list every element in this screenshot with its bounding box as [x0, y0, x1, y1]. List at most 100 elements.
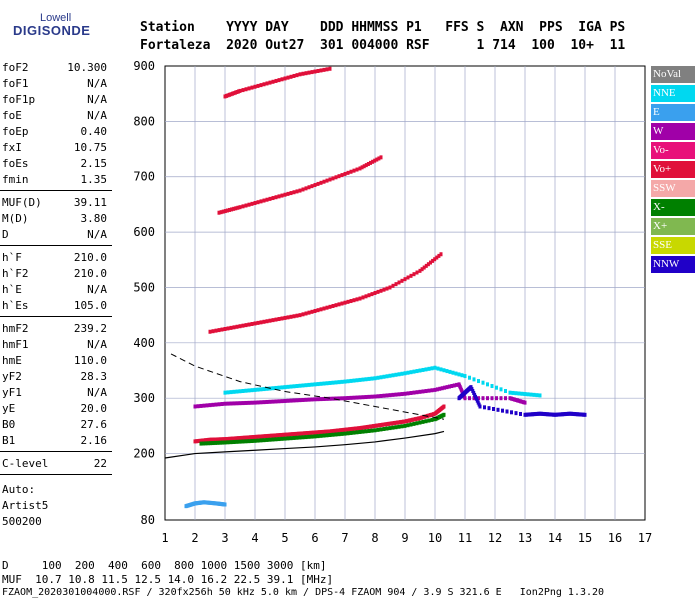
data-point: [322, 67, 326, 72]
x-tick-label: 12: [488, 531, 502, 545]
data-point: [367, 428, 371, 433]
data-point: [340, 396, 344, 401]
param-separator: [0, 245, 112, 246]
data-point: [286, 436, 290, 441]
data-point: [418, 420, 422, 425]
data-point: [430, 366, 434, 371]
data-point: [468, 375, 471, 380]
param-separator: [0, 316, 112, 317]
data-point: [361, 429, 365, 434]
data-point: [382, 374, 386, 379]
data-point: [256, 400, 260, 405]
data-point: [403, 277, 407, 282]
data-point: [280, 436, 284, 441]
data-point: [250, 85, 254, 90]
param-label: hmE: [2, 354, 22, 367]
data-point: [346, 299, 350, 304]
data-point: [504, 396, 507, 401]
data-point: [274, 437, 278, 442]
data-point: [268, 80, 272, 85]
data-point: [322, 396, 326, 401]
data-point: [289, 384, 293, 389]
data-point: [286, 75, 290, 80]
x-tick-label: 2: [191, 531, 198, 545]
data-point: [307, 434, 311, 439]
data-point: [445, 369, 449, 374]
data-point: [217, 210, 221, 215]
data-point: [226, 390, 230, 395]
param-value: 2.15: [80, 157, 108, 170]
data-point: [298, 188, 302, 193]
data-point: [298, 398, 302, 403]
data-point: [202, 403, 206, 408]
data-point: [334, 175, 338, 180]
data-point: [397, 424, 401, 429]
data-point: [510, 410, 513, 415]
x-tick-label: 1: [161, 531, 168, 545]
data-point: [265, 197, 269, 202]
data-point: [334, 396, 338, 401]
x-tick-label: 14: [548, 531, 562, 545]
data-point: [490, 396, 494, 401]
data-point: [253, 84, 257, 89]
data-point: [244, 400, 248, 405]
data-point: [310, 382, 314, 387]
data-point: [229, 325, 233, 330]
legend-item: NNE: [651, 85, 695, 102]
data-point: [523, 400, 527, 405]
data-point: [358, 429, 362, 434]
data-point: [226, 440, 230, 445]
data-point: [331, 304, 335, 309]
data-point: [454, 371, 458, 376]
data-point: [343, 171, 347, 176]
data-point: [481, 380, 485, 385]
data-point: [583, 412, 587, 417]
data-point: [346, 379, 350, 384]
x-tick-label: 4: [251, 531, 258, 545]
data-point: [289, 314, 293, 319]
data-point: [208, 329, 212, 334]
data-point: [325, 67, 329, 72]
data-point: [433, 387, 437, 392]
data-point: [340, 173, 344, 178]
data-point: [259, 199, 263, 204]
data-point: [230, 207, 234, 212]
param-label: MUF(D): [2, 196, 42, 209]
data-point: [217, 402, 221, 407]
data-point: [223, 440, 227, 445]
data-point: [265, 437, 269, 442]
y-tick-label: 300: [133, 391, 155, 405]
data-point: [304, 71, 308, 76]
data-point: [424, 419, 428, 424]
param-row: M(D) 3.80: [0, 211, 112, 227]
data-point: [373, 376, 377, 381]
data-point: [213, 440, 217, 445]
param-value: 39.11: [73, 196, 107, 209]
data-point: [352, 168, 356, 173]
data-point: [310, 184, 314, 189]
data-point: [403, 371, 407, 376]
data-point: [352, 430, 356, 435]
param-value: 28.3: [80, 370, 108, 383]
data-point: [217, 328, 221, 333]
data-point: [265, 386, 269, 391]
data-point: [301, 312, 305, 317]
data-point: [442, 412, 446, 417]
data-point: [463, 396, 467, 401]
data-point: [316, 308, 320, 313]
x-tick-label: 15: [578, 531, 592, 545]
data-point: [286, 315, 290, 320]
auto-line: Auto:: [2, 483, 36, 496]
data-point: [310, 397, 314, 402]
data-point: [523, 392, 527, 397]
data-point: [352, 298, 356, 303]
data-point: [391, 373, 395, 378]
param-label: yE: [2, 402, 16, 415]
data-point: [223, 502, 227, 507]
data-point: [422, 265, 426, 270]
param-value: 2.16: [80, 434, 108, 447]
data-point: [319, 433, 323, 438]
data-point: [199, 403, 203, 408]
data-point: [331, 396, 335, 401]
data-point: [400, 424, 404, 429]
